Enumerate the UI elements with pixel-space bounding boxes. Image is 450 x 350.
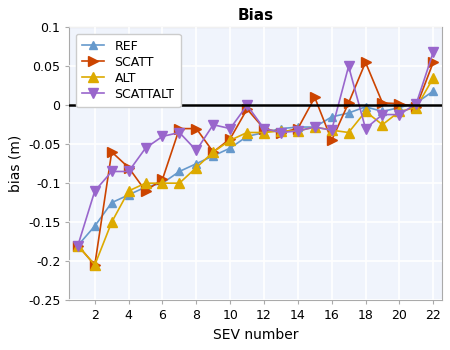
SCATTALT [92, 189, 98, 193]
SCATTALT [126, 169, 131, 174]
REF [261, 131, 267, 135]
Y-axis label: bias (m): bias (m) [9, 135, 22, 192]
ALT [414, 105, 419, 110]
REF [92, 224, 98, 228]
ALT [295, 129, 301, 133]
ALT [312, 125, 317, 129]
REF [177, 169, 182, 174]
SCATTALT [143, 146, 148, 150]
ALT [380, 122, 385, 127]
SCATT [261, 126, 267, 131]
SCATTALT [109, 169, 114, 174]
ALT [261, 131, 267, 135]
Legend: REF, SCATT, ALT, SCATTALT: REF, SCATT, ALT, SCATTALT [76, 34, 180, 107]
SCATT [346, 101, 351, 105]
SCATT [160, 177, 165, 181]
SCATTALT [329, 128, 334, 132]
ALT [431, 76, 436, 80]
SCATT [244, 107, 250, 111]
SCATTALT [295, 129, 301, 133]
REF [312, 125, 317, 129]
SCATT [295, 126, 301, 131]
REF [143, 185, 148, 189]
SCATT [329, 138, 334, 142]
SCATTALT [380, 112, 385, 117]
ALT [211, 150, 216, 154]
REF [75, 243, 81, 247]
REF [396, 105, 402, 110]
SCATTALT [363, 126, 368, 131]
REF [160, 181, 165, 185]
SCATT [177, 126, 182, 131]
SCATT [363, 60, 368, 64]
SCATT [278, 131, 284, 135]
ALT [244, 131, 250, 135]
SCATTALT [160, 134, 165, 139]
REF [244, 134, 250, 139]
SCATT [380, 101, 385, 105]
SCATTALT [194, 148, 199, 153]
SCATTALT [211, 122, 216, 127]
SCATT [194, 126, 199, 131]
Line: SCATTALT: SCATTALT [73, 47, 438, 250]
SCATTALT [396, 112, 402, 117]
SCATTALT [261, 126, 267, 131]
REF [363, 105, 368, 109]
SCATTALT [312, 125, 317, 129]
REF [278, 126, 284, 131]
ALT [143, 181, 148, 185]
SCATT [431, 60, 436, 64]
REF [227, 146, 233, 150]
ALT [126, 189, 131, 193]
SCATTALT [346, 64, 351, 68]
SCATT [211, 150, 216, 154]
SCATTALT [227, 126, 233, 131]
Line: REF: REF [74, 87, 437, 250]
SCATT [143, 189, 148, 193]
REF [126, 193, 131, 197]
ALT [109, 220, 114, 224]
ALT [227, 138, 233, 142]
SCATTALT [278, 131, 284, 135]
SCATT [75, 243, 81, 247]
Line: ALT: ALT [73, 73, 438, 270]
REF [194, 162, 199, 166]
REF [211, 154, 216, 158]
SCATT [312, 95, 317, 99]
X-axis label: SEV number: SEV number [213, 328, 298, 342]
REF [295, 125, 301, 129]
ALT [160, 181, 165, 185]
SCATTALT [75, 243, 81, 247]
Title: Bias: Bias [238, 8, 274, 23]
SCATT [227, 136, 233, 141]
ALT [92, 263, 98, 267]
ALT [346, 131, 351, 135]
REF [346, 111, 351, 115]
ALT [194, 166, 199, 170]
ALT [75, 243, 81, 247]
SCATTALT [244, 103, 250, 107]
SCATT [414, 105, 419, 109]
ALT [329, 128, 334, 132]
SCATT [109, 150, 114, 154]
SCATT [92, 263, 98, 267]
REF [414, 101, 419, 105]
ALT [278, 129, 284, 133]
REF [431, 89, 436, 93]
SCATTALT [414, 102, 419, 106]
REF [329, 115, 334, 119]
ALT [396, 109, 402, 113]
Line: SCATT: SCATT [73, 57, 438, 270]
SCATTALT [431, 50, 436, 54]
ALT [177, 181, 182, 185]
ALT [363, 109, 368, 113]
SCATT [126, 166, 131, 170]
SCATTALT [177, 131, 182, 135]
SCATT [396, 102, 402, 106]
REF [380, 109, 385, 113]
REF [109, 201, 114, 205]
